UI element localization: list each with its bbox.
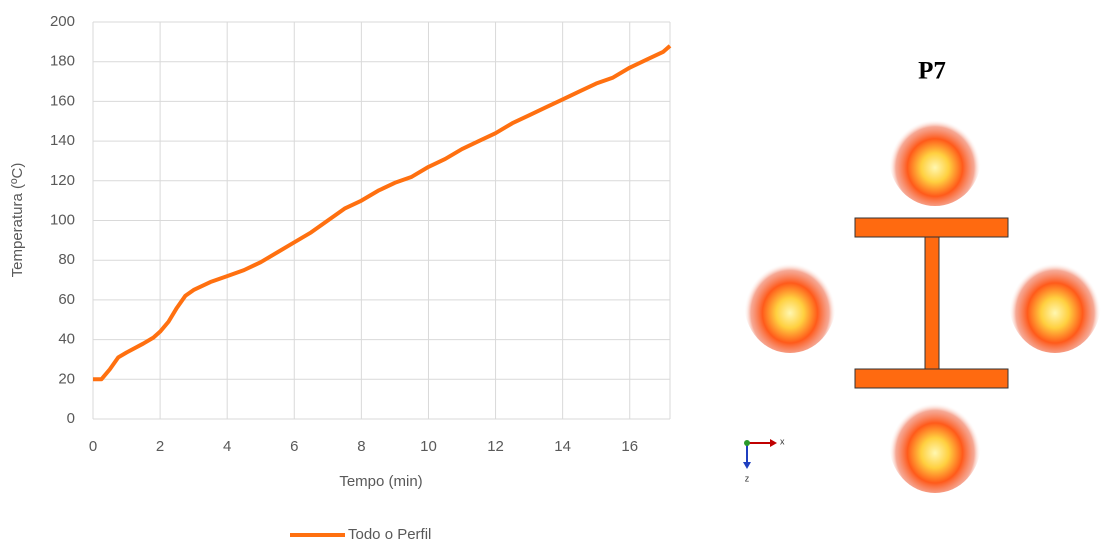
y-tick-label: 100 [50, 211, 75, 228]
top-flange [854, 217, 1009, 238]
y-tick-label: 20 [58, 370, 75, 387]
x-tick-label: 4 [223, 438, 231, 455]
diagram-title: P7 [918, 58, 946, 85]
y-tick-label: 120 [50, 172, 75, 189]
fire [889, 110, 981, 206]
x-tick-label: 14 [554, 438, 571, 455]
series-line [93, 44, 672, 382]
y-tick-label: 0 [67, 410, 75, 427]
y-tick-label: 140 [50, 132, 75, 149]
z-arrowhead [743, 462, 751, 469]
y-tick-label: 180 [50, 53, 75, 70]
bottom-flange [854, 368, 1009, 389]
i-beam [854, 217, 1009, 389]
x-tick-label: 2 [156, 438, 164, 455]
fires [744, 110, 1101, 493]
y-tick-label: 80 [58, 251, 75, 268]
origin [744, 440, 750, 446]
legend-label: Todo o Perfil [348, 526, 431, 543]
axis-label: x [780, 436, 785, 446]
y-axis-title: Temperatura (ºC) [9, 163, 26, 278]
x-tick-label: 6 [290, 438, 298, 455]
fire [889, 393, 981, 493]
web [924, 236, 940, 370]
axis-indicator: x z [743, 436, 785, 483]
y-tick-label: 160 [50, 92, 75, 109]
fire [744, 253, 836, 353]
x-tick-label: 10 [420, 438, 437, 455]
y-tick-label: 60 [58, 291, 75, 308]
x-tick-label: 12 [487, 438, 504, 455]
x-arrowhead [770, 439, 777, 447]
x-tick-label: 8 [357, 438, 365, 455]
x-tick-label: 16 [621, 438, 638, 455]
x-tick-label: 0 [89, 438, 97, 455]
x-axis-title: Tempo (min) [339, 473, 422, 490]
y-tick-label: 40 [58, 331, 75, 348]
y-tick-label: 200 [50, 13, 75, 30]
axis-label: z [745, 473, 750, 483]
fire [1009, 253, 1101, 353]
